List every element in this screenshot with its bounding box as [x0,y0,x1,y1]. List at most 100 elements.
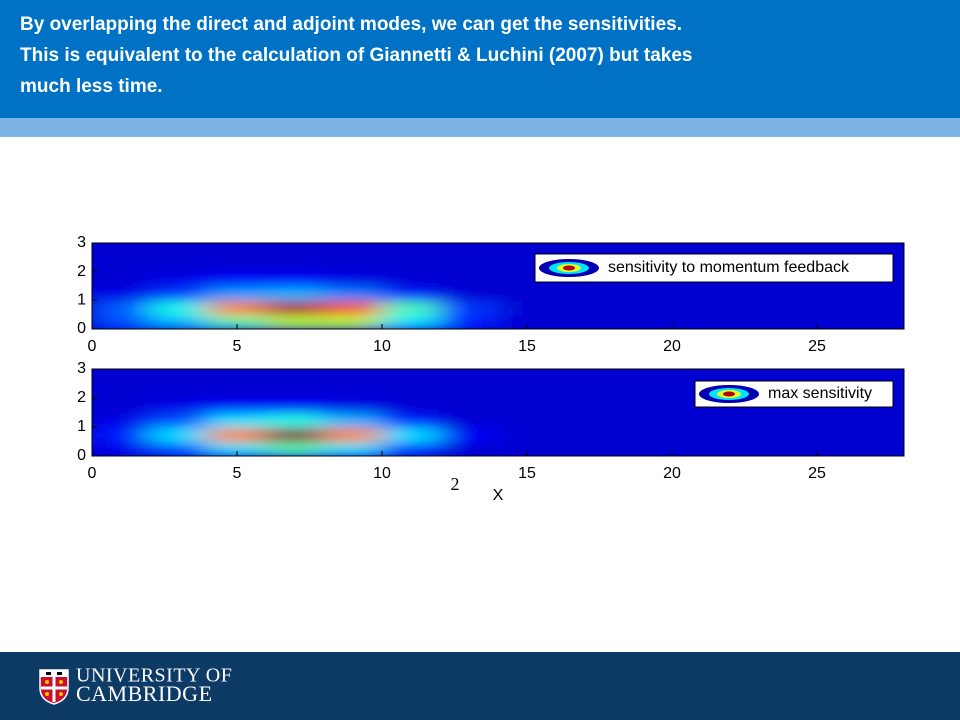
annotation: 2 [451,474,460,494]
heat-cell [207,440,267,456]
heat-cell [207,256,267,273]
heat-cell [671,411,731,428]
header-strip [0,118,960,137]
header-band [0,0,960,118]
heat-cell [207,411,267,428]
heat-cell [497,426,557,443]
heat-cell [381,256,441,273]
header-line: This is equivalent to the calculation of… [20,45,693,66]
plot-frame [91,242,905,330]
heat-cell [207,397,267,414]
heat-cell [729,426,789,443]
heat-cell [613,299,673,316]
x-tick-label: 20 [663,465,681,482]
crest [39,669,69,705]
heat-cell [207,426,267,443]
heat-cell [207,369,267,385]
y-tick-label: 1 [77,292,86,309]
heat-cell [149,256,209,273]
heat-cell [265,243,325,259]
heat-cell [265,411,325,428]
x-tick-label: 10 [373,338,391,355]
heat-cell [149,243,209,259]
heat-cell [729,313,789,329]
heat-cell [92,411,151,428]
heat-cell [497,313,557,329]
heat-cell [613,426,673,443]
heat-cell [671,285,731,302]
x-tick-label: 0 [88,338,97,355]
footer-line: UNIVERSITY OF [76,665,232,687]
heat-cell [497,299,557,316]
heat-cell [381,369,441,385]
heat-cell [845,313,904,329]
heat-cell [265,426,325,443]
heat-cell [729,285,789,302]
x-tick-label: 25 [808,465,826,482]
heat-cell [265,313,325,329]
heat-cell [555,411,615,428]
heat-cell [729,440,789,456]
heat-cell [92,256,151,273]
heat-cell [149,313,209,329]
heat-cell [381,270,441,287]
heat-cell [265,397,325,414]
y-tick-label: 3 [77,234,86,251]
heat-cell [323,411,383,428]
heat-cell [555,299,615,316]
heat-cell [497,369,557,385]
heat-cell [613,285,673,302]
heat-cell [613,369,673,385]
x-tick-label: 10 [373,465,391,482]
heat-cell [323,382,383,399]
heat-cell [671,299,731,316]
heat-cell [787,440,847,456]
heat-cell [149,369,209,385]
heat-cell [207,382,267,399]
x-tick-label: 15 [518,465,536,482]
heat-cell [497,382,557,399]
heat-cell [613,382,673,399]
plot-frame [91,368,905,457]
heat-cell [555,426,615,443]
x-tick-label: 25 [808,338,826,355]
heat-cell [92,382,151,399]
heat-cell [787,411,847,428]
heat-cell [207,285,267,302]
heat-cell [381,440,441,456]
heat-cell [439,270,499,287]
heat-cell [845,285,904,302]
heat-cell [149,270,209,287]
heat-cell [555,382,615,399]
heat-cell [613,440,673,456]
heat-cell [92,426,151,443]
footer-band [0,652,960,720]
legend-label: max sensitivity [768,385,872,402]
heat-cell [92,313,151,329]
heat-cell [323,299,383,316]
heat-cell [381,243,441,259]
y-tick-label: 0 [77,320,86,337]
y-tick-label: 0 [77,447,86,464]
heat-cell [555,313,615,329]
heat-cell [323,285,383,302]
heat-cell [729,411,789,428]
heat-cell [613,313,673,329]
heat-cell [207,299,267,316]
legend-icon [723,391,735,397]
heat-cell [323,440,383,456]
header-line: much less time. [20,76,163,97]
heat-cell [381,382,441,399]
heat-cell [497,285,557,302]
heat-cell [92,369,151,385]
x-tick-label: 5 [233,338,242,355]
heat-cell [265,382,325,399]
heat-cell [207,270,267,287]
y-tick-label: 2 [77,263,86,280]
heat-cell [92,285,151,302]
heat-cell [92,397,151,414]
heat-cell [439,369,499,385]
heat-cell [555,397,615,414]
heat-cell [92,299,151,316]
